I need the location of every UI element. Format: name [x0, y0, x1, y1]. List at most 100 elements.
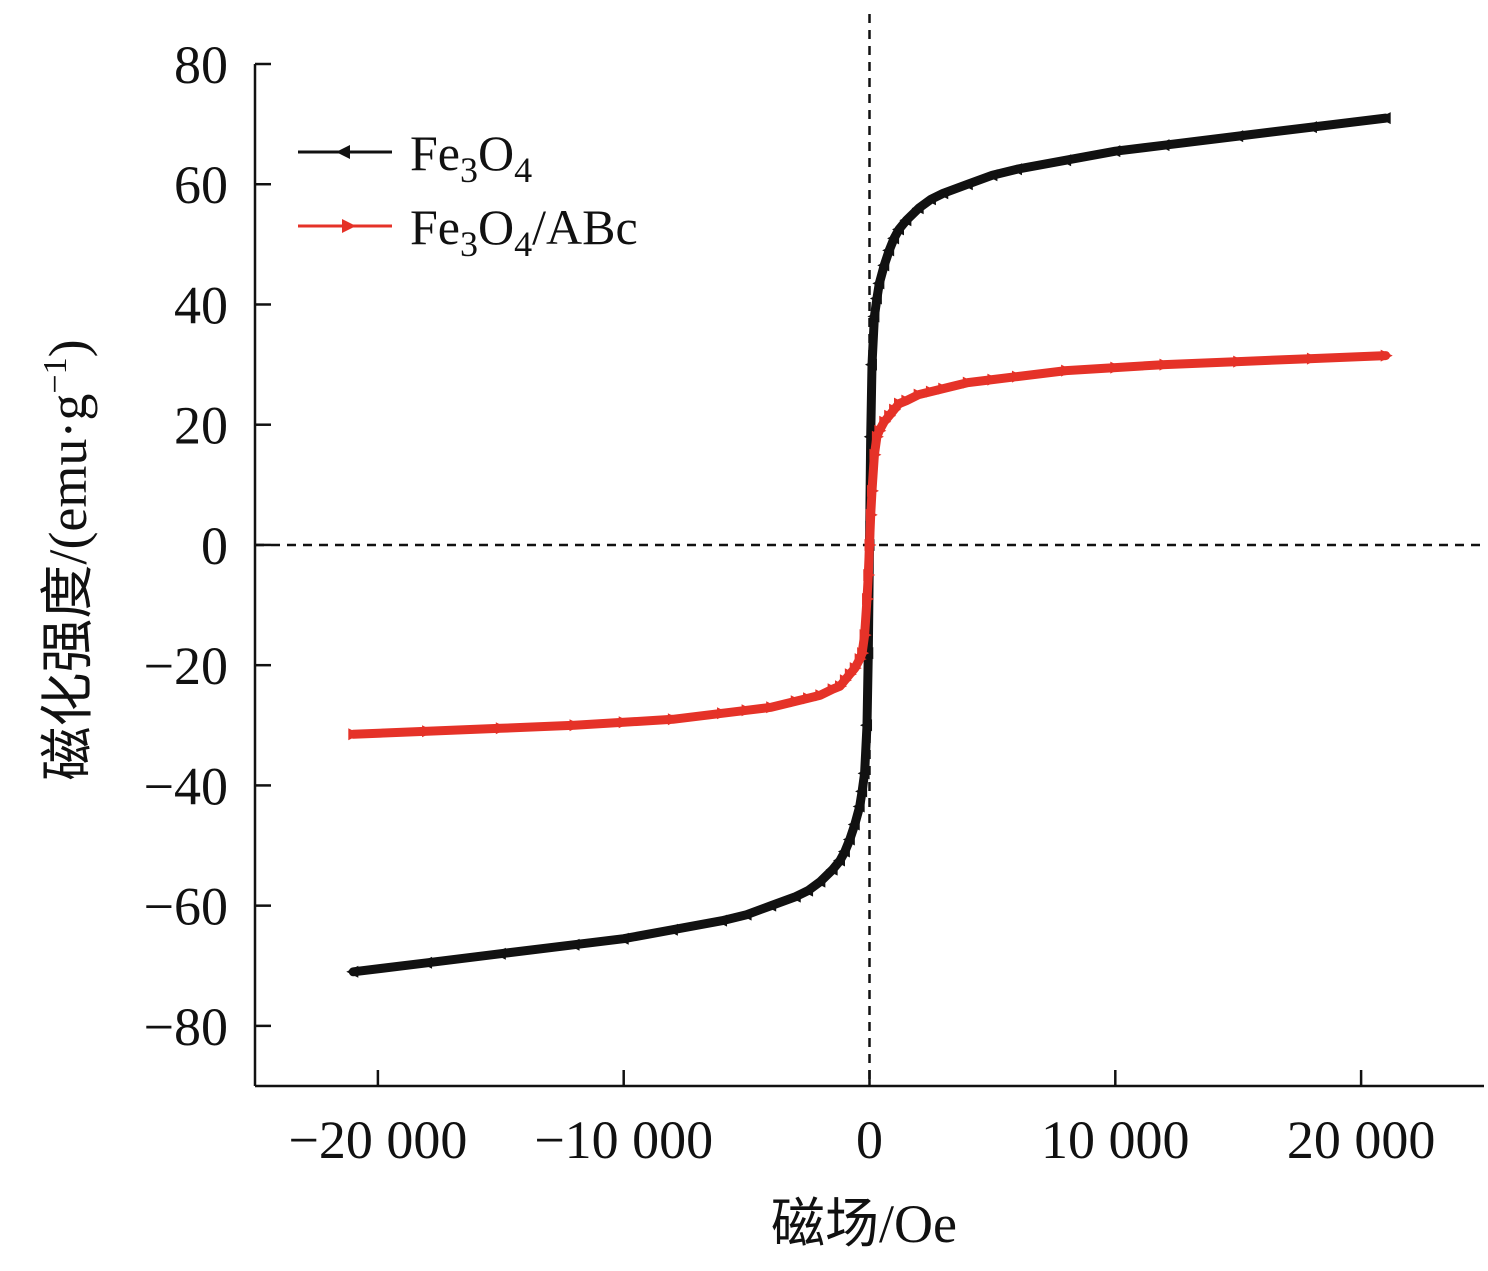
data-point-fe3o4	[567, 938, 580, 951]
data-point-fe3o4-abc	[1233, 355, 1246, 368]
data-point-fe3o4	[877, 259, 890, 272]
data-point-fe3o4	[872, 277, 885, 290]
y-tick-label: −20	[144, 636, 228, 696]
data-point-fe3o4-abc	[1011, 370, 1024, 383]
x-tick-label: 10 000	[1041, 1110, 1190, 1170]
data-point-fe3o4	[1108, 145, 1121, 158]
y-tick-label: 0	[201, 516, 228, 576]
data-point-fe3o4-abc	[859, 629, 872, 642]
data-point-fe3o4-abc	[863, 569, 876, 581]
data-point-fe3o4-abc	[348, 728, 361, 741]
legend-label-fe3o4-abc: Fe3O4/ABc	[410, 199, 638, 264]
y-axis-title-main: 磁化强度/(emu·g	[38, 394, 98, 781]
legend-marker-fe3o4	[336, 145, 350, 159]
data-point-fe3o4-abc	[987, 373, 1000, 386]
y-tick-label: −40	[144, 756, 228, 816]
data-point-fe3o4-abc	[857, 647, 870, 660]
data-point-fe3o4-abc	[864, 538, 877, 551]
legend-item-fe3o4-abc: Fe3O4/ABc	[298, 199, 638, 264]
data-point-fe3o4	[788, 890, 801, 903]
series-fe3o4-abc	[348, 349, 1393, 741]
data-point-fe3o4-abc	[884, 409, 897, 422]
data-point-fe3o4	[842, 833, 855, 846]
y-tick-label: 80	[174, 35, 228, 95]
data-point-fe3o4	[869, 292, 882, 305]
data-point-fe3o4-abc	[962, 376, 975, 389]
data-point-fe3o4	[665, 923, 678, 936]
data-point-fe3o4-abc	[495, 722, 508, 735]
data-point-fe3o4	[833, 854, 846, 867]
data-point-fe3o4-abc	[913, 388, 926, 401]
data-point-fe3o4	[1009, 163, 1022, 176]
data-point-fe3o4	[715, 914, 728, 927]
x-tick-label: −20 000	[288, 1110, 467, 1170]
data-point-fe3o4-abc	[866, 484, 879, 497]
data-point-fe3o4-abc	[803, 692, 816, 705]
data-point-fe3o4-abc	[1159, 358, 1172, 371]
data-point-fe3o4	[891, 223, 904, 236]
data-point-fe3o4-abc	[815, 689, 828, 702]
legend-marker-fe3o4-abc	[342, 219, 356, 233]
data-point-fe3o4	[1157, 139, 1170, 152]
data-point-fe3o4-abc	[741, 704, 754, 717]
data-point-fe3o4	[923, 193, 936, 206]
y-tick-label: 20	[174, 396, 228, 456]
data-point-fe3o4	[420, 956, 433, 969]
data-point-fe3o4	[960, 178, 973, 191]
series-layer	[346, 112, 1393, 978]
data-point-fe3o4-abc	[839, 674, 852, 687]
data-point-fe3o4-abc	[893, 397, 906, 410]
y-axis-title-close: )	[38, 339, 98, 357]
data-point-fe3o4-abc	[925, 385, 938, 398]
data-point-fe3o4-abc	[569, 719, 582, 732]
data-point-fe3o4-abc	[827, 683, 840, 696]
data-point-fe3o4-abc	[869, 448, 882, 461]
data-point-fe3o4	[936, 187, 949, 200]
data-point-fe3o4-abc	[835, 680, 848, 693]
data-point-fe3o4	[801, 884, 814, 897]
y-axis-title-superscript: −1	[37, 357, 74, 393]
data-point-fe3o4-abc	[422, 725, 435, 738]
data-point-fe3o4	[825, 863, 838, 876]
data-point-fe3o4	[864, 358, 877, 371]
data-point-fe3o4-abc	[1110, 361, 1123, 374]
data-point-fe3o4-abc	[879, 415, 892, 428]
data-point-fe3o4	[739, 908, 752, 921]
x-tick-label: −10 000	[534, 1110, 713, 1170]
data-point-fe3o4	[1378, 112, 1391, 125]
x-tick-label: 20 000	[1287, 1110, 1436, 1170]
data-point-fe3o4	[837, 845, 850, 858]
x-axis-ticks: −20 000 −10 000 0 10 000 20 000	[288, 1070, 1435, 1170]
data-point-fe3o4	[813, 875, 826, 888]
data-point-fe3o4-abc	[790, 695, 803, 708]
data-point-fe3o4	[847, 818, 860, 831]
data-point-fe3o4-abc	[865, 508, 878, 521]
data-point-fe3o4-abc	[938, 382, 951, 395]
y-tick-label: −60	[144, 877, 228, 937]
data-point-fe3o4	[346, 965, 359, 978]
x-axis-title: 磁场/Oe	[771, 1194, 957, 1254]
data-point-fe3o4-abc	[667, 713, 680, 726]
data-point-fe3o4-abc	[1380, 349, 1393, 362]
data-point-fe3o4-abc	[849, 662, 862, 675]
data-point-fe3o4	[852, 800, 865, 813]
data-point-fe3o4-abc	[1306, 352, 1319, 365]
data-point-fe3o4	[857, 767, 870, 780]
data-point-fe3o4-abc	[717, 707, 730, 720]
x-tick-label: 0	[856, 1110, 883, 1170]
data-point-fe3o4-abc	[889, 403, 902, 416]
legend: Fe3O4 Fe3O4/ABc	[298, 125, 638, 264]
data-point-fe3o4-abc	[618, 716, 631, 729]
data-point-fe3o4-abc	[901, 394, 914, 407]
y-tick-label: 40	[174, 275, 228, 335]
data-point-fe3o4-abc	[874, 424, 887, 437]
data-point-fe3o4	[887, 232, 900, 245]
data-point-fe3o4	[1231, 130, 1244, 143]
data-point-fe3o4-abc	[1061, 364, 1074, 377]
data-point-fe3o4	[867, 310, 880, 323]
data-point-fe3o4-abc	[862, 593, 875, 606]
y-axis-ticks: 80 60 40 20 0 −20 −40 −60 −80	[144, 35, 271, 1057]
data-point-fe3o4	[882, 244, 895, 257]
